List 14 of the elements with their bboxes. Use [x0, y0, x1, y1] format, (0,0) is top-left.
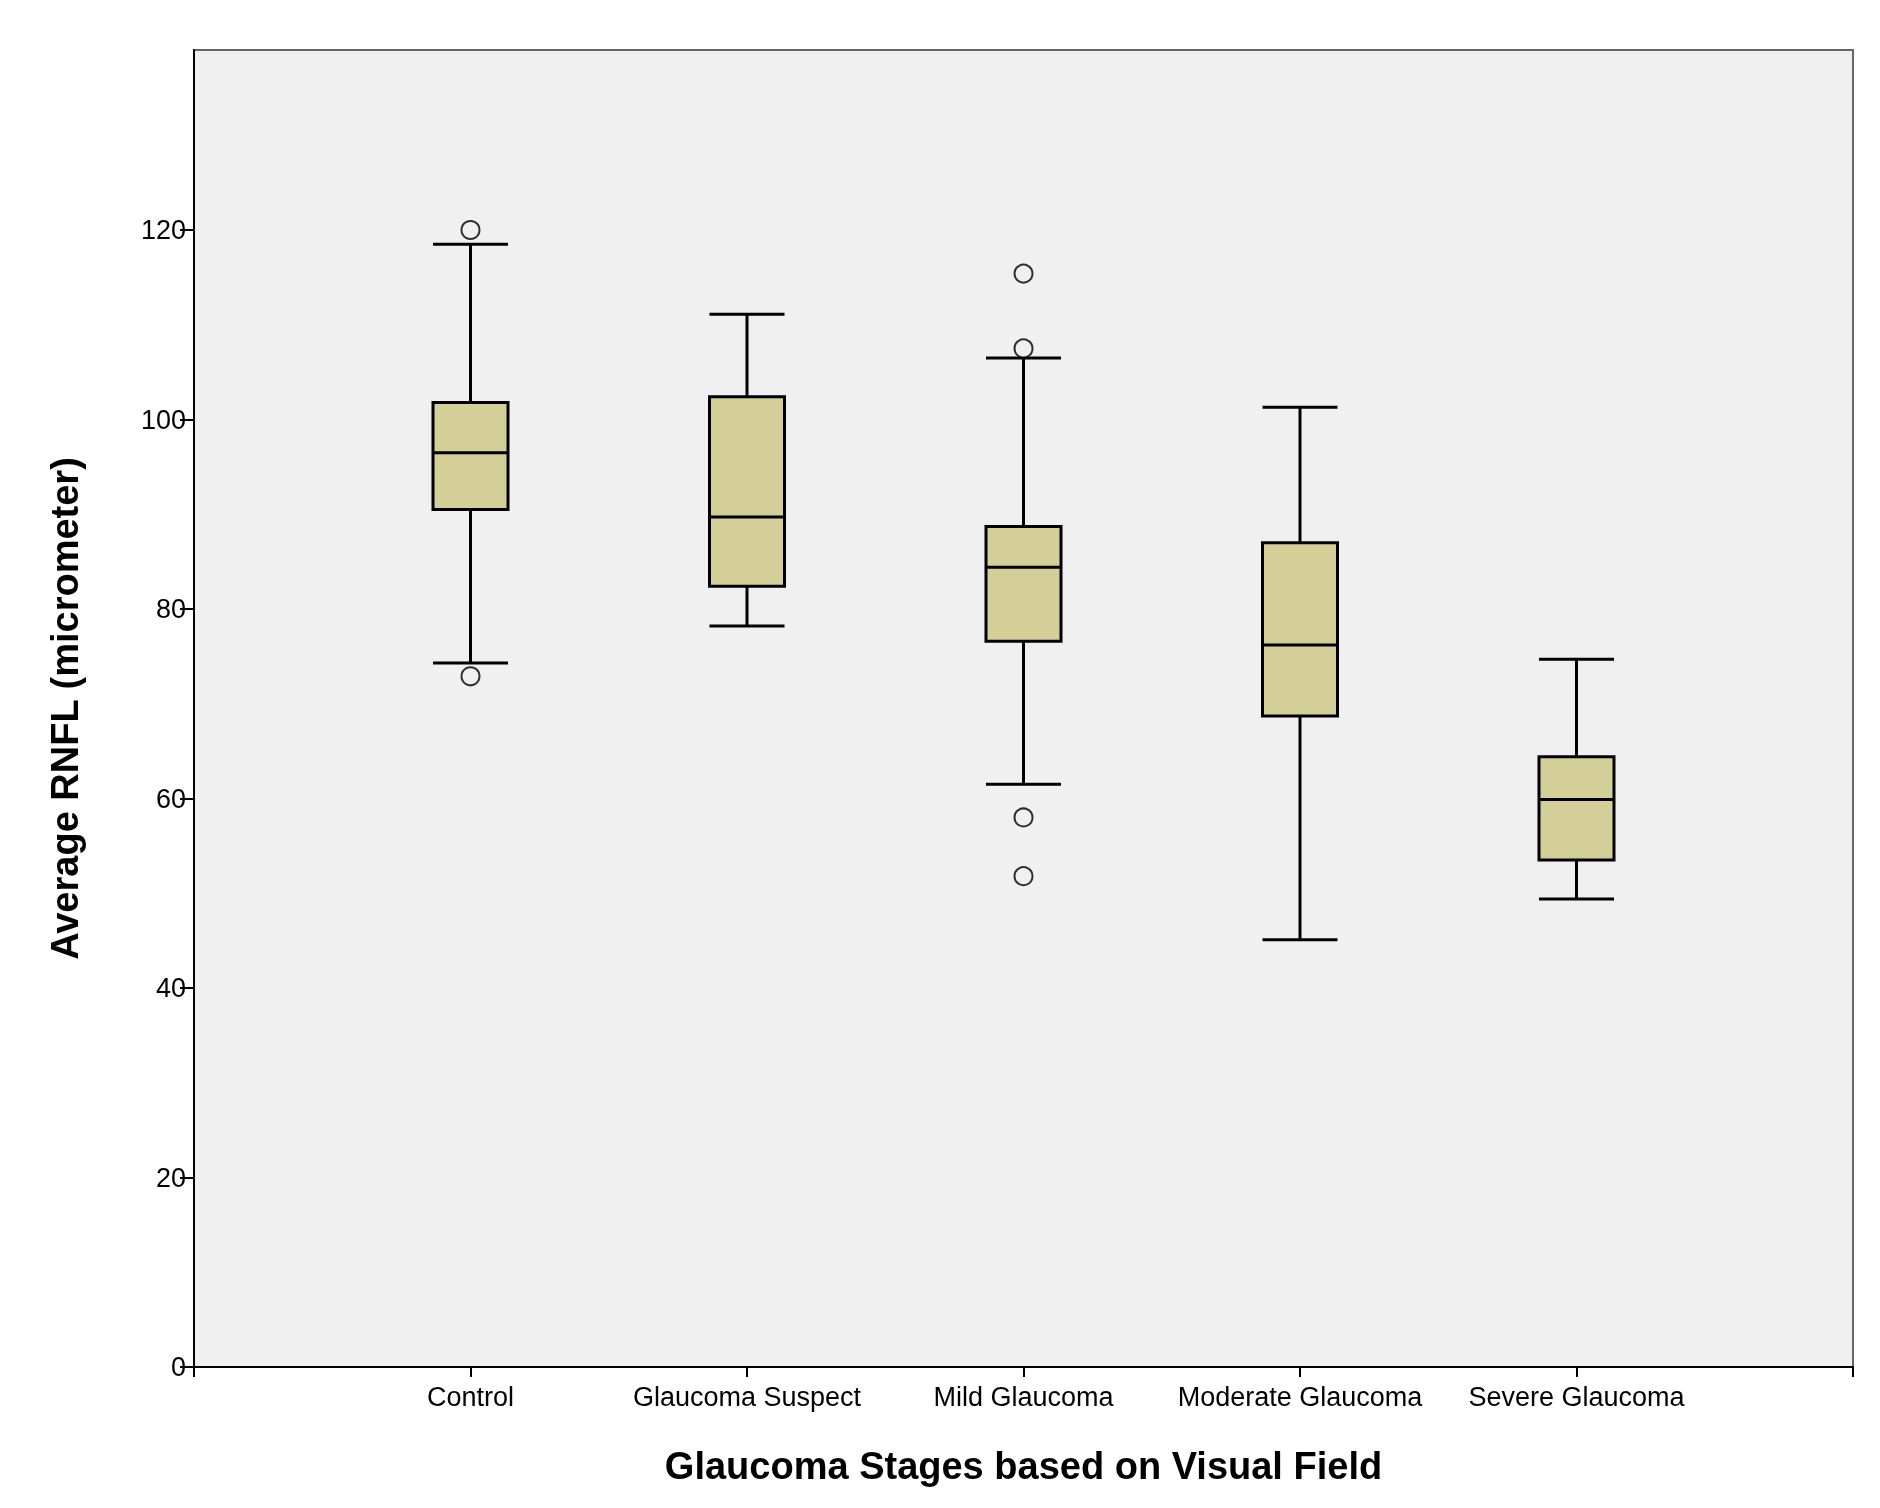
y-tick-label: 60 [155, 783, 186, 814]
y-tick-label: 80 [155, 594, 186, 625]
y-tick-label: 120 [140, 215, 186, 246]
x-tick-label: Moderate Glaucoma [1177, 1381, 1424, 1412]
y-tick-label: 100 [140, 404, 186, 435]
x-tick-label: Glaucoma Suspect [632, 1381, 862, 1412]
y-tick-label: 40 [155, 973, 186, 1004]
y-axis-title: Average RNFL (micrometer) [44, 457, 86, 960]
x-tick-label: Severe Glaucoma [1468, 1381, 1686, 1412]
x-axis-title: Glaucoma Stages based on Visual Field [664, 1445, 1383, 1487]
x-tick-label: Mild Glaucoma [933, 1381, 1115, 1412]
x-tick-label: Control [426, 1381, 515, 1412]
y-tick-label: 20 [155, 1162, 186, 1193]
y-tick-label: 0 [170, 1352, 186, 1382]
